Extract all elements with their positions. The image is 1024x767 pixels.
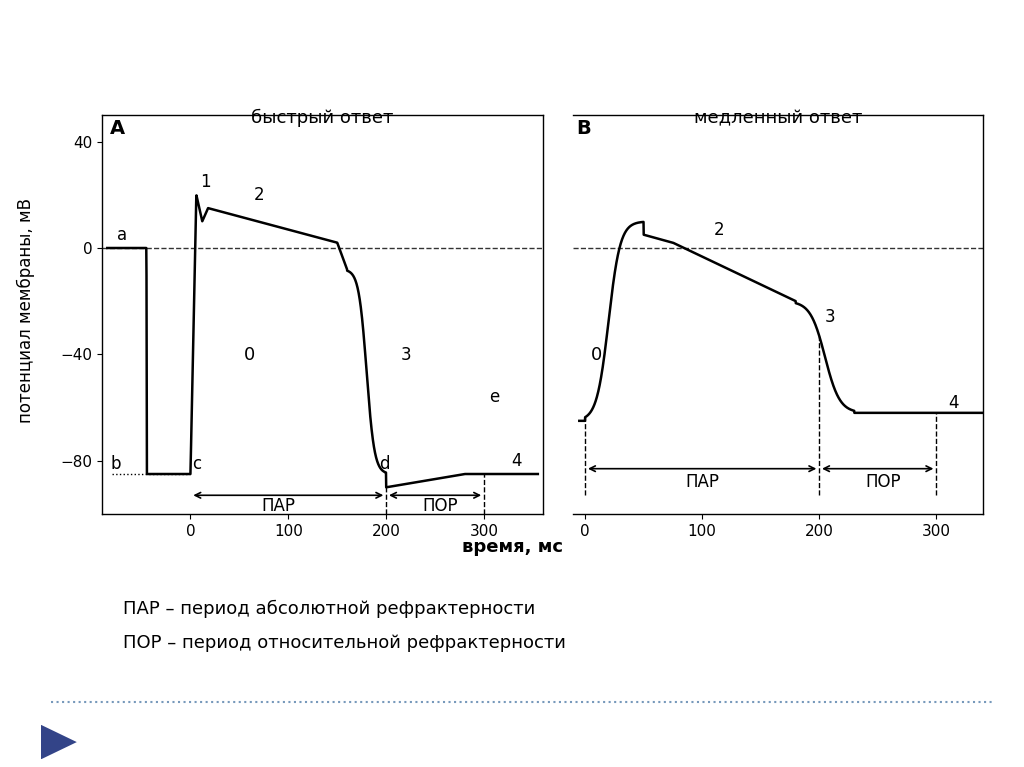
Text: быстрый ответ: быстрый ответ [251,109,394,127]
Text: 3: 3 [825,308,836,327]
Text: ПАР – период абсолютной рефрактерности: ПАР – период абсолютной рефрактерности [123,599,536,617]
Text: 4: 4 [511,452,522,470]
Text: 1: 1 [201,173,211,191]
Text: 0: 0 [245,346,256,364]
Text: ПОР: ПОР [865,473,901,492]
Text: e: e [488,388,499,407]
Polygon shape [41,725,77,759]
Text: ПАР: ПАР [685,473,719,492]
Text: медленный ответ: медленный ответ [694,109,862,127]
Text: 3: 3 [400,346,412,364]
Text: ПОР: ПОР [422,497,458,515]
Text: потенциал мембраны, мВ: потенциал мембраны, мВ [16,198,35,423]
Text: B: B [575,119,591,137]
Text: ПАР: ПАР [261,497,296,515]
Text: время, мс: время, мс [462,538,562,556]
Text: 2: 2 [254,186,264,204]
Text: ПОР – период относительной рефрактерности: ПОР – период относительной рефрактерност… [123,634,565,652]
Text: a: a [117,226,127,244]
Text: c: c [193,455,202,472]
Text: 4: 4 [948,393,958,412]
Text: A: A [111,119,125,137]
Text: 2: 2 [714,221,725,239]
Text: b: b [111,455,121,472]
Text: 0: 0 [591,346,602,364]
Text: d: d [379,455,390,472]
